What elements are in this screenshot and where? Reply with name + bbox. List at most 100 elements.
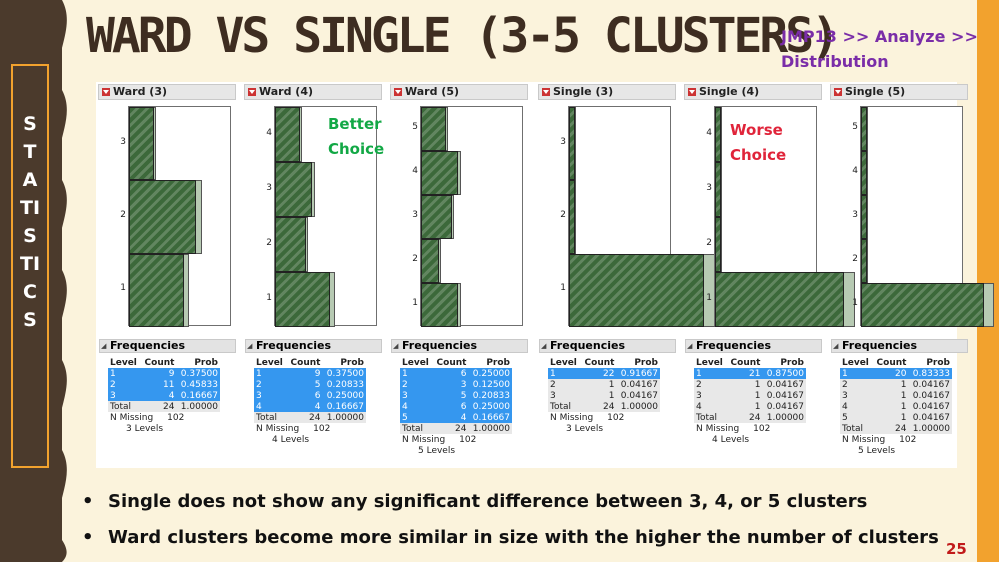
table-row[interactable]: 1 9 0.37500: [254, 368, 366, 379]
column-header: Prob: [780, 357, 804, 368]
axis-tick-label: 4: [412, 166, 418, 176]
table-row[interactable]: 3 4 0.16667: [108, 390, 220, 401]
histogram-bar[interactable]: [421, 151, 458, 195]
table-cell: 5: [286, 379, 323, 390]
table-row[interactable]: 1 6 0.25000: [400, 368, 512, 379]
table-row[interactable]: 3 1 0.04167: [548, 390, 660, 401]
table-cell: 0.25000: [468, 401, 512, 412]
histogram-bar[interactable]: [715, 217, 722, 272]
table-cell: 4: [432, 412, 469, 423]
table-cell: 0.16667: [468, 412, 512, 423]
axis-tick-label: 1: [120, 283, 126, 294]
n-missing-label: N Missing: [842, 435, 886, 445]
panel-title: Single (5): [845, 85, 906, 98]
table-row[interactable]: 1 20 0.83333: [840, 368, 952, 379]
histogram-bar[interactable]: [569, 253, 704, 327]
histogram-bar[interactable]: [129, 253, 185, 327]
table-row[interactable]: 2 1 0.04167: [694, 379, 806, 390]
table-row[interactable]: 2 1 0.04167: [840, 379, 952, 390]
table-row[interactable]: 2 5 0.20833: [254, 379, 366, 390]
histogram-frame: [568, 106, 716, 327]
table-row[interactable]: 1 9 0.37500: [108, 368, 220, 379]
table-cell: 0.12500: [468, 379, 512, 390]
table-row[interactable]: 4 6 0.25000: [400, 401, 512, 412]
histogram-bar[interactable]: [275, 162, 312, 217]
table-cell: 5: [432, 390, 469, 401]
histogram-bar[interactable]: [715, 272, 844, 327]
right-band: [977, 0, 999, 562]
annotation-line: Choice: [328, 140, 385, 158]
column-header: Level: [842, 357, 869, 368]
red-triangle-menu-icon[interactable]: [102, 88, 110, 96]
table-row[interactable]: 3 5 0.20833: [400, 390, 512, 401]
table-cell: 3: [254, 390, 287, 401]
frequencies-header[interactable]: Frequencies: [831, 339, 968, 353]
table-cell: Total: [254, 412, 287, 423]
table-row[interactable]: 3 1 0.04167: [840, 390, 952, 401]
histogram-bar[interactable]: [569, 180, 576, 254]
table-row[interactable]: 1 21 0.87500: [694, 368, 806, 379]
panel-header[interactable]: Single (5): [830, 84, 968, 100]
table-row[interactable]: 5 4 0.16667: [400, 412, 512, 423]
histogram-bar[interactable]: [861, 239, 868, 283]
histogram-bar[interactable]: [421, 107, 446, 151]
red-triangle-menu-icon[interactable]: [834, 88, 842, 96]
table-cell: 1.00000: [176, 401, 220, 412]
histogram-bar[interactable]: [421, 195, 452, 239]
histogram-bar[interactable]: [275, 107, 300, 162]
red-triangle-menu-icon[interactable]: [394, 88, 402, 96]
table-cell: 0.04167: [762, 401, 806, 412]
panel-header[interactable]: Single (4): [684, 84, 822, 100]
histogram-bar[interactable]: [421, 239, 440, 283]
histogram-bar[interactable]: [715, 107, 722, 162]
table-row[interactable]: 4 1 0.04167: [694, 401, 806, 412]
table-cell: 0.25000: [322, 390, 366, 401]
column-header: Count: [876, 357, 907, 368]
table-cell: 9: [286, 368, 323, 379]
table-row[interactable]: 3 1 0.04167: [694, 390, 806, 401]
table-row[interactable]: 4 1 0.04167: [840, 401, 952, 412]
red-triangle-menu-icon[interactable]: [248, 88, 256, 96]
frequencies-header[interactable]: Frequencies: [685, 339, 822, 353]
n-missing-value: 102: [459, 435, 477, 445]
table-row[interactable]: 3 6 0.25000: [254, 390, 366, 401]
red-triangle-menu-icon[interactable]: [542, 88, 550, 96]
frequencies-header[interactable]: Frequencies: [245, 339, 382, 353]
table-row[interactable]: 5 1 0.04167: [840, 412, 952, 423]
frequencies-header[interactable]: Frequencies: [391, 339, 528, 353]
panel-header[interactable]: Ward (5): [390, 84, 528, 100]
panel-header[interactable]: Single (3): [538, 84, 676, 100]
frequencies-header[interactable]: Frequencies: [99, 339, 236, 353]
panel-header[interactable]: Ward (4): [244, 84, 382, 100]
table-row[interactable]: 4 4 0.16667: [254, 401, 366, 412]
histogram-bar[interactable]: [129, 107, 154, 181]
histogram-bar[interactable]: [275, 217, 306, 272]
table-cell: 0.20833: [468, 390, 512, 401]
histogram-bar[interactable]: [861, 195, 868, 239]
histogram-bar[interactable]: [275, 272, 331, 327]
table-row[interactable]: 2 3 0.12500: [400, 379, 512, 390]
table-row[interactable]: 2 11 0.45833: [108, 379, 220, 390]
table-row[interactable]: 1 22 0.91667: [548, 368, 660, 379]
histogram-bar[interactable]: [861, 151, 868, 195]
histogram-bar[interactable]: [569, 107, 576, 181]
table-cell: 2: [694, 379, 727, 390]
panel-header[interactable]: Ward (3): [98, 84, 236, 100]
histogram-bar[interactable]: [421, 283, 458, 327]
table-cell: 22: [580, 368, 617, 379]
frequencies-table: Level Count Prob 1 6 0.25000 2 3 0.12500 3 5 0.2083…: [400, 357, 512, 434]
histogram-frame: [274, 106, 377, 327]
table-row[interactable]: 2 1 0.04167: [548, 379, 660, 390]
sidebar-letter: A: [22, 169, 38, 191]
histogram-bar[interactable]: [861, 107, 868, 151]
histogram-bar[interactable]: [129, 180, 197, 254]
total-row: Total 24 1.00000: [694, 412, 806, 423]
red-triangle-menu-icon[interactable]: [688, 88, 696, 96]
table-cell: 9: [140, 368, 177, 379]
distribution-panel: Ward (4)1234FrequenciesLevelCountProb190…: [242, 82, 382, 468]
histogram-bar[interactable]: [861, 283, 984, 327]
histogram-bar[interactable]: [715, 162, 722, 217]
axis-tick-label: 3: [266, 182, 272, 193]
frequencies-header[interactable]: Frequencies: [539, 339, 676, 353]
table-cell: 3: [694, 390, 727, 401]
